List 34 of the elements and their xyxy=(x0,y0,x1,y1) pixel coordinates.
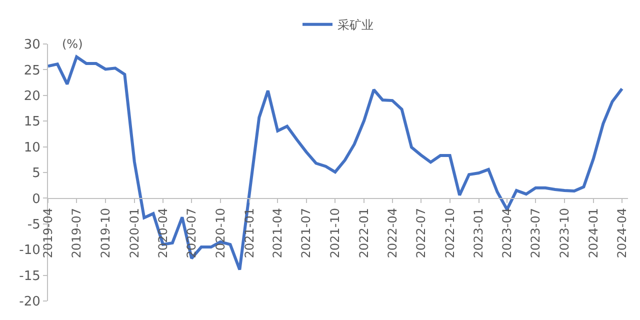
x-tick-label: 2023-04 xyxy=(500,208,514,258)
y-tick-label: -15 xyxy=(19,268,40,284)
y-tick-label: 10 xyxy=(24,140,40,156)
x-tick-label: 2022-01 xyxy=(356,208,371,258)
y-tick-label: -10 xyxy=(19,243,40,258)
x-tick-label: 2022-04 xyxy=(385,208,400,258)
x-tick-label: 2021-04 xyxy=(270,208,285,258)
y-tick-label: 0 xyxy=(32,192,40,207)
x-tick-label: 2021-07 xyxy=(299,208,314,258)
y-tick-label: 5 xyxy=(32,166,40,182)
x-tick-label: 2019-04 xyxy=(40,208,55,258)
x-tick-label: 2024-01 xyxy=(586,208,600,258)
y-axis-title: (%) xyxy=(62,37,83,51)
y-tick-label: -5 xyxy=(27,217,40,232)
x-tick-label: 2020-04 xyxy=(156,208,170,258)
y-tick-label: 30 xyxy=(24,38,40,53)
x-tick-label: 2021-01 xyxy=(242,208,256,258)
y-tick-label: 25 xyxy=(24,63,40,78)
x-tick-label: 2022-10 xyxy=(442,208,457,258)
x-tick-label: 2023-10 xyxy=(557,208,572,258)
x-tick-label: 2024-04 xyxy=(614,208,629,258)
x-tick-label: 2020-07 xyxy=(184,208,198,258)
x-tick-label: 2023-01 xyxy=(472,208,486,258)
legend-label: 采矿业 xyxy=(338,18,374,32)
x-tick-label: 2020-10 xyxy=(213,208,228,258)
x-tick-label: 2020-01 xyxy=(127,208,142,258)
x-tick-label: 2019-07 xyxy=(69,208,84,258)
x-tick-label: 2022-07 xyxy=(414,208,428,258)
y-tick-label: 20 xyxy=(24,88,40,104)
x-tick-label: 2019-10 xyxy=(98,208,112,258)
x-tick-label: 2023-07 xyxy=(528,208,543,258)
x-tick-label: 2021-10 xyxy=(328,208,342,258)
y-tick-label: 15 xyxy=(24,114,40,130)
y-tick-label: -20 xyxy=(19,294,40,310)
